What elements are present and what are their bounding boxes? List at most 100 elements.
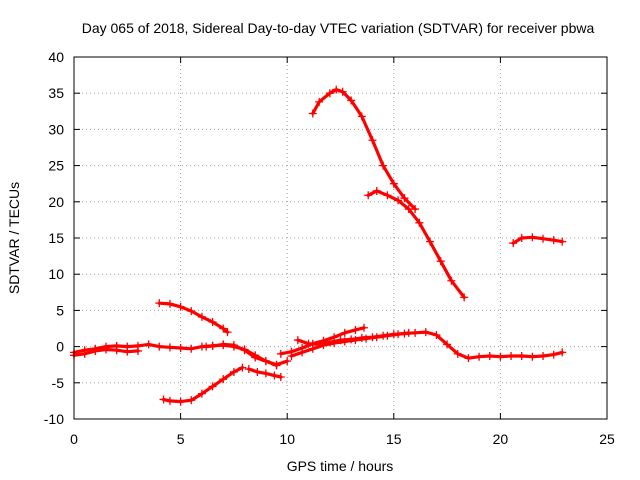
data-point — [517, 234, 526, 242]
series-arc-4 — [202, 341, 281, 370]
data-point — [244, 365, 253, 374]
data-point — [394, 330, 403, 339]
data-point — [415, 218, 424, 227]
grid — [74, 57, 607, 419]
data-point — [155, 342, 164, 351]
series-arc-6 — [308, 85, 420, 214]
data-point — [539, 234, 548, 243]
data-point — [315, 97, 324, 106]
data-point — [421, 328, 430, 337]
data-point — [340, 337, 349, 346]
data-point — [80, 349, 89, 358]
data-point — [443, 340, 452, 349]
data-point — [330, 338, 339, 347]
data-point — [372, 186, 381, 195]
data-point — [208, 341, 217, 350]
y-tick-label: 20 — [48, 194, 64, 210]
plot-frame — [73, 56, 608, 420]
data-point — [261, 369, 270, 378]
series-line — [311, 87, 417, 211]
data-point — [155, 299, 164, 308]
data-point — [325, 89, 334, 98]
series-line — [161, 366, 244, 404]
data-point — [176, 397, 185, 406]
data-point — [165, 396, 174, 405]
data-point — [549, 236, 558, 245]
series-arc-8 — [509, 233, 567, 248]
data-point — [298, 348, 307, 357]
y-tick-label: 10 — [48, 266, 64, 282]
y-axis-label: SDTVAR / TECUs — [6, 182, 22, 294]
y-tick-label: -5 — [52, 375, 65, 391]
data-point — [283, 357, 292, 366]
y-tick-label: 40 — [48, 49, 64, 65]
data-point — [165, 343, 174, 352]
data-point — [400, 194, 409, 203]
data-point — [287, 352, 296, 361]
data-point — [364, 191, 373, 200]
x-tick-label: 5 — [177, 431, 185, 447]
data-point — [517, 352, 526, 361]
data-point — [351, 336, 360, 345]
data-point — [133, 346, 142, 355]
data-point — [251, 351, 260, 360]
x-tick-label: 0 — [70, 431, 78, 447]
data-point — [208, 317, 217, 326]
data-point — [394, 196, 403, 205]
data-point — [347, 96, 356, 105]
data-point — [383, 331, 392, 340]
data-point — [253, 367, 262, 376]
x-tick-label: 25 — [599, 431, 615, 447]
series-arc-1 — [70, 345, 142, 360]
data-point — [276, 373, 285, 382]
data-point — [447, 276, 456, 285]
y-tick-label: 30 — [48, 121, 64, 137]
data-point — [229, 367, 238, 376]
data-point — [123, 347, 132, 356]
data-point — [558, 348, 567, 357]
series-arc-7 — [364, 186, 469, 302]
data-point — [432, 331, 441, 340]
data-point — [436, 257, 445, 266]
data-point — [359, 323, 368, 332]
series-arc-2 — [155, 299, 232, 337]
data-point — [528, 352, 537, 361]
data-point — [197, 389, 206, 398]
data-point — [453, 349, 462, 358]
data-point — [159, 395, 168, 404]
data-point — [308, 109, 317, 118]
x-tick-label: 10 — [279, 431, 295, 447]
data-point — [308, 344, 317, 353]
data-point — [219, 341, 228, 350]
data-point — [338, 87, 347, 96]
chart-title: Day 065 of 2018, Sidereal Day-to-day VTE… — [82, 20, 595, 36]
data-point — [208, 382, 217, 391]
data-point — [176, 302, 185, 311]
axis-ticks: 0 5 10 15 20 25 -10 -5 0 5 10 15 20 25 30 35 40 — [44, 49, 615, 447]
data-point — [319, 341, 328, 350]
data-point — [475, 352, 484, 361]
data-point — [362, 334, 371, 343]
data-point — [293, 336, 302, 345]
data-point — [112, 346, 121, 355]
x-tick-label: 15 — [386, 431, 402, 447]
data-point — [539, 352, 548, 361]
data-point — [219, 324, 228, 333]
data-point — [187, 344, 196, 353]
data-series — [70, 85, 567, 406]
series-line — [366, 189, 466, 299]
data-point — [187, 396, 196, 405]
y-tick-label: 5 — [56, 302, 64, 318]
data-point — [144, 340, 153, 349]
data-point — [372, 333, 381, 342]
data-point — [101, 345, 110, 354]
data-point — [383, 191, 392, 200]
data-point — [261, 357, 270, 366]
series-arc-0 — [70, 340, 292, 369]
data-point — [270, 371, 279, 380]
data-point — [240, 345, 249, 354]
data-point — [304, 339, 313, 348]
data-point — [509, 239, 518, 248]
data-point — [197, 312, 206, 321]
